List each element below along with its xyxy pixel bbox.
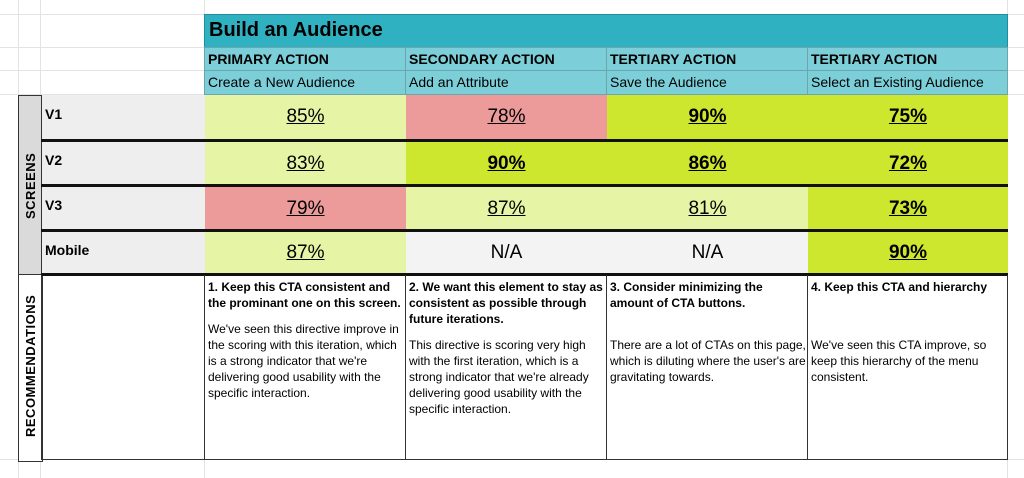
row-divider — [41, 139, 1008, 142]
row-divider — [41, 184, 1008, 187]
recommendations-label: RECOMMENDATIONS — [23, 294, 38, 437]
row-divider — [41, 273, 1008, 276]
action-level-header: PRIMARY ACTION — [204, 47, 406, 71]
recommendation-1: 1. Keep this CTA consistent and the prom… — [208, 279, 404, 401]
row-label-v1: V1 — [41, 95, 205, 141]
row-label-v2: V2 — [41, 141, 205, 186]
recommendation-body: There are a lot of CTAs on this page, wh… — [610, 338, 806, 384]
row-label-v3: V3 — [41, 186, 205, 231]
score-cell: 79% — [205, 187, 406, 231]
score-cell: 85% — [205, 95, 406, 141]
score-cell: 90% — [808, 232, 1008, 275]
score-cell: 78% — [406, 95, 607, 141]
score-cell: N/A — [607, 232, 808, 275]
recommendation-title: 2. We want this element to stay as consi… — [409, 280, 603, 326]
score-cell: 83% — [205, 142, 406, 186]
action-name-header: Select an Existing Audience — [807, 70, 1008, 95]
recommendation-title: 3. Consider minimizing the amount of CTA… — [610, 280, 763, 310]
recommendation-title: 4. Keep this CTA and hierarchy — [811, 280, 988, 294]
screens-side-label: SCREENS — [18, 95, 43, 277]
action-level-header: SECONDARY ACTION — [405, 47, 607, 71]
action-name-header: Save the Audience — [606, 70, 808, 95]
recommendation-2: 2. We want this element to stay as consi… — [409, 279, 605, 417]
recommendation-body: We've seen this directive improve in the… — [208, 322, 399, 400]
action-name-header: Add an Attribute — [405, 70, 607, 95]
action-level-header: TERTIARY ACTION — [606, 47, 808, 71]
recommendation-body: This directive is scoring very high with… — [409, 338, 589, 416]
score-cell: 72% — [808, 142, 1008, 186]
row-divider — [41, 229, 1008, 232]
recommendation-body: We've seen this CTA improve, so keep thi… — [811, 338, 987, 384]
recommendations-side-label: RECOMMENDATIONS — [18, 274, 43, 462]
recommendations-area — [41, 275, 1008, 460]
screens-label: SCREENS — [23, 152, 38, 219]
action-level-header: TERTIARY ACTION — [807, 47, 1008, 71]
score-cell: 87% — [406, 187, 607, 231]
score-cell: 75% — [808, 95, 1008, 141]
score-cell: 86% — [607, 142, 808, 186]
row-label-mobile: Mobile — [41, 231, 205, 275]
score-cell: 73% — [808, 187, 1008, 231]
table-title: Build an Audience — [204, 14, 1008, 48]
recommendation-4: 4. Keep this CTA and hierarchy We've see… — [811, 279, 1006, 385]
score-cell: 90% — [607, 95, 808, 141]
score-cell: 90% — [406, 142, 607, 186]
recommendation-3: 3. Consider minimizing the amount of CTA… — [610, 279, 806, 385]
action-name-header: Create a New Audience — [204, 70, 406, 95]
recommendation-title: 1. Keep this CTA consistent and the prom… — [208, 280, 401, 310]
score-cell: 81% — [607, 187, 808, 231]
score-cell: 87% — [205, 232, 406, 275]
score-cell: N/A — [406, 232, 607, 275]
